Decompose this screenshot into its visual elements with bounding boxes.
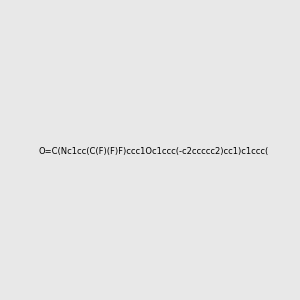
Text: O=C(Nc1cc(C(F)(F)F)ccc1Oc1ccc(-c2ccccc2)cc1)c1ccc(: O=C(Nc1cc(C(F)(F)F)ccc1Oc1ccc(-c2ccccc2)… [39, 147, 269, 156]
